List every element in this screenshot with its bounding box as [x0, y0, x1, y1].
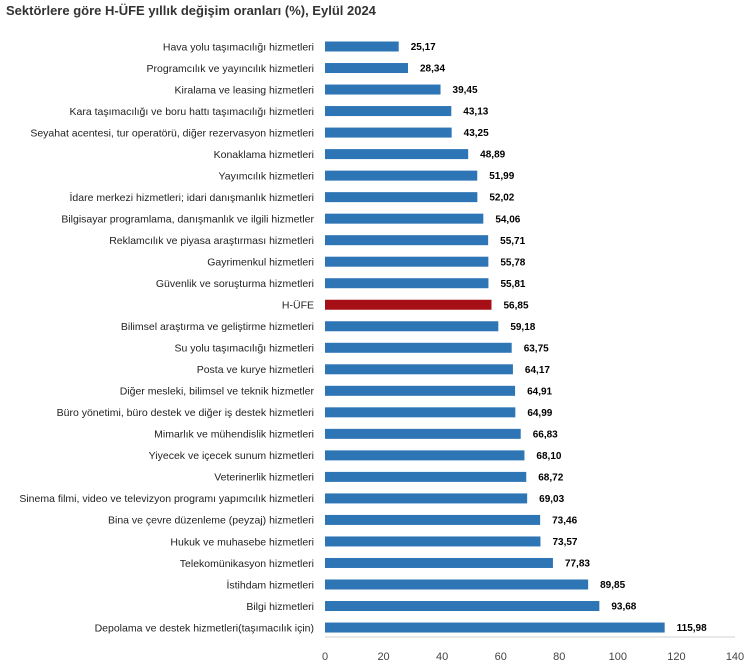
value-label: 59,18	[510, 322, 535, 333]
category-label: Bilimsel araştırma ve geliştirme hizmetl…	[121, 321, 314, 333]
bar	[325, 192, 478, 203]
bar	[325, 536, 541, 547]
value-label: 69,03	[539, 494, 564, 505]
category-label: Gayrimenkul hizmetleri	[207, 257, 314, 269]
category-label: Bilgisayar programlama, danışmanlık ve i…	[61, 213, 314, 225]
category-label: Yayımcılık hizmetleri	[219, 170, 315, 182]
value-label: 54,06	[495, 214, 520, 225]
x-tick-label: 20	[377, 651, 389, 663]
bar	[325, 84, 441, 95]
value-label: 115,98	[677, 623, 707, 634]
bar	[325, 601, 600, 612]
value-labels: 25,17 28,34 39,45 43,13 43,25 48,89 51,99 52,02…	[411, 42, 707, 634]
category-label: Kara taşımacılığı ve boru hattı taşımacı…	[69, 106, 314, 118]
value-label: 63,75	[524, 343, 549, 354]
value-label: 68,10	[536, 451, 561, 462]
value-label: 43,13	[463, 107, 488, 118]
bar	[325, 41, 399, 52]
value-label: 43,25	[464, 128, 489, 139]
bar	[325, 364, 513, 375]
value-label: 64,91	[527, 386, 552, 397]
value-label: 73,57	[552, 537, 577, 548]
category-label: H-ÜFE	[282, 300, 314, 312]
bar	[325, 514, 541, 525]
bar	[325, 256, 489, 267]
value-label: 39,45	[453, 85, 478, 96]
category-label: Posta ve kurye hizmetleri	[197, 364, 314, 376]
x-tick-label: 0	[322, 651, 328, 663]
bar	[325, 278, 489, 289]
bar	[325, 428, 521, 439]
bar	[325, 299, 492, 310]
x-tick-label: 60	[495, 651, 507, 663]
value-label: 56,85	[503, 300, 528, 311]
bars-group	[325, 41, 665, 633]
bar	[325, 149, 469, 160]
value-label: 55,71	[500, 236, 525, 247]
chart-title: Sektörlere göre H-ÜFE yıllık değişim ora…	[6, 3, 376, 18]
category-label: Yiyecek ve içecek sunum hizmetleri	[149, 450, 314, 462]
category-label: Kiralama ve leasing hizmetleri	[175, 84, 314, 96]
category-label: Programcılık ve yayıncılık hizmetleri	[147, 63, 314, 75]
value-label: 55,78	[500, 257, 525, 268]
category-label: İstihdam hizmetleri	[226, 578, 314, 591]
value-label: 66,83	[533, 429, 558, 440]
bar	[325, 63, 408, 74]
bar	[325, 235, 489, 246]
x-tick-label: 80	[553, 651, 565, 663]
category-label: Bina ve çevre düzenleme (peyzaj) hizmetl…	[108, 515, 314, 527]
bar	[325, 170, 478, 181]
x-tick-label: 100	[609, 651, 627, 663]
value-label: 51,99	[489, 171, 514, 182]
value-label: 25,17	[411, 42, 436, 53]
value-label: 64,17	[525, 365, 550, 376]
category-label: Sinema filmi, video ve televizyon progra…	[19, 493, 314, 505]
category-label: Hukuk ve muhasebe hizmetleri	[170, 536, 314, 548]
x-tick-label: 40	[436, 651, 448, 663]
bar	[325, 213, 484, 224]
category-label: Konaklama hizmetleri	[214, 149, 314, 161]
category-label: Telekomünikasyon hizmetleri	[180, 558, 314, 570]
value-label: 77,83	[565, 559, 590, 570]
bar	[325, 579, 589, 590]
category-label: Diğer mesleki, bilimsel ve teknik hizmet…	[120, 386, 315, 398]
value-label: 55,81	[500, 279, 525, 290]
x-tick-label: 120	[667, 651, 685, 663]
bar	[325, 471, 527, 482]
value-label: 28,34	[420, 64, 445, 75]
category-label: Veterinerlik hizmetleri	[214, 472, 314, 484]
category-label: Seyahat acentesi, tur operatörü, diğer r…	[30, 127, 314, 139]
category-label: Su yolu taşımacılığı hizmetleri	[175, 343, 314, 355]
bar	[325, 321, 499, 332]
bar	[325, 342, 512, 353]
category-label: Depolama ve destek hizmetleri(taşımacılı…	[95, 622, 314, 634]
value-label: 52,02	[489, 193, 514, 204]
bar	[325, 450, 525, 461]
value-label: 48,89	[480, 150, 505, 161]
category-label: Hava yolu taşımacılığı hizmetleri	[163, 41, 314, 53]
category-label: Reklamcılık ve piyasa araştırması hizmet…	[109, 235, 314, 247]
bar	[325, 493, 528, 504]
category-label: Büro yönetimi, büro destek ve diğer iş d…	[57, 407, 314, 419]
x-tick-label: 140	[726, 651, 744, 663]
category-label: Mimarlık ve mühendislik hizmetleri	[154, 429, 314, 441]
category-label: Güvenlik ve soruşturma hizmetleri	[156, 278, 314, 290]
bar	[325, 557, 553, 568]
bar	[325, 106, 452, 117]
value-label: 93,68	[611, 602, 636, 613]
category-labels: Hava yolu taşımacılığı hizmetleri Program…	[19, 41, 314, 634]
value-label: 89,85	[600, 580, 625, 591]
bar	[325, 622, 665, 633]
bar	[325, 385, 516, 396]
category-label: İdare merkezi hizmetleri; idari danışman…	[70, 191, 315, 204]
value-label: 68,72	[538, 473, 563, 484]
x-axis-ticks: 0 20 40 60 80 100 120 140	[322, 651, 744, 663]
value-label: 73,46	[552, 516, 577, 527]
bar	[325, 127, 452, 138]
bar	[325, 407, 516, 418]
value-label: 64,99	[527, 408, 552, 419]
category-label: Bilgi hizmetleri	[246, 601, 314, 613]
